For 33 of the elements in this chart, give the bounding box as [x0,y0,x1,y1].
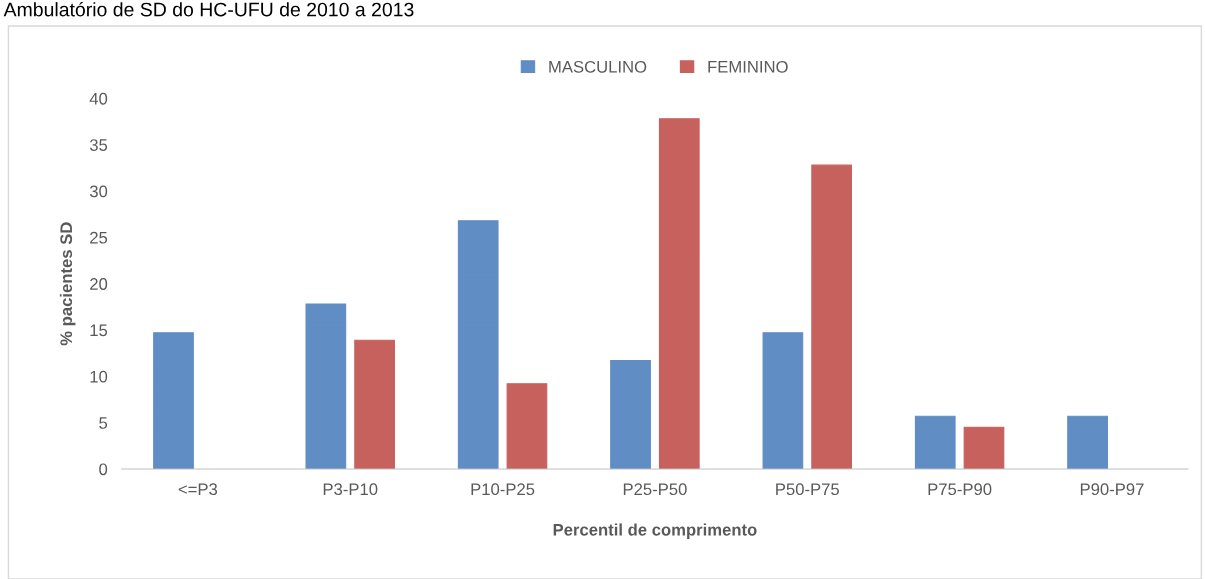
x-tick-label: P90-P97 [1080,483,1144,496]
y-tick-label: 20 [90,278,108,290]
bar [153,332,194,469]
x-tick-label: P25-P50 [623,483,687,496]
y-tick-label: 35 [89,139,108,151]
bar [610,360,651,469]
x-tick-label: P75-P90 [928,483,992,496]
y-tick-label: 10 [90,370,108,383]
bar [354,339,395,469]
chart-title: Ambulatório de SD do HC-UFU de 2010 a 2013 [3,1,414,17]
x-tick-label: P50-P75 [776,483,839,496]
x-tick-label: P10-P25 [471,483,535,496]
bar [457,220,499,469]
bar [506,383,548,469]
y-tick-label: 0 [99,463,108,476]
y-tick-label: 25 [90,231,108,244]
bar [762,332,804,469]
bar [658,118,700,469]
y-axis-title: % pacientes SD [59,222,76,346]
y-tick-label: 15 [90,324,108,337]
x-tick-label: <=P3 [178,483,218,496]
x-tick-label: P3-P10 [323,483,378,496]
legend-label: FEMININO [708,60,788,73]
bar [1067,415,1108,469]
bar [811,164,852,469]
y-tick-label: 40 [89,92,108,105]
bar [963,426,1005,469]
y-tick-label: 30 [89,185,108,198]
bar [914,415,956,469]
bar [305,303,347,469]
legend-label: MASCULINO [549,60,647,73]
x-axis-title: Percentil de comprimento [553,523,757,539]
y-tick-label: 5 [99,417,108,429]
